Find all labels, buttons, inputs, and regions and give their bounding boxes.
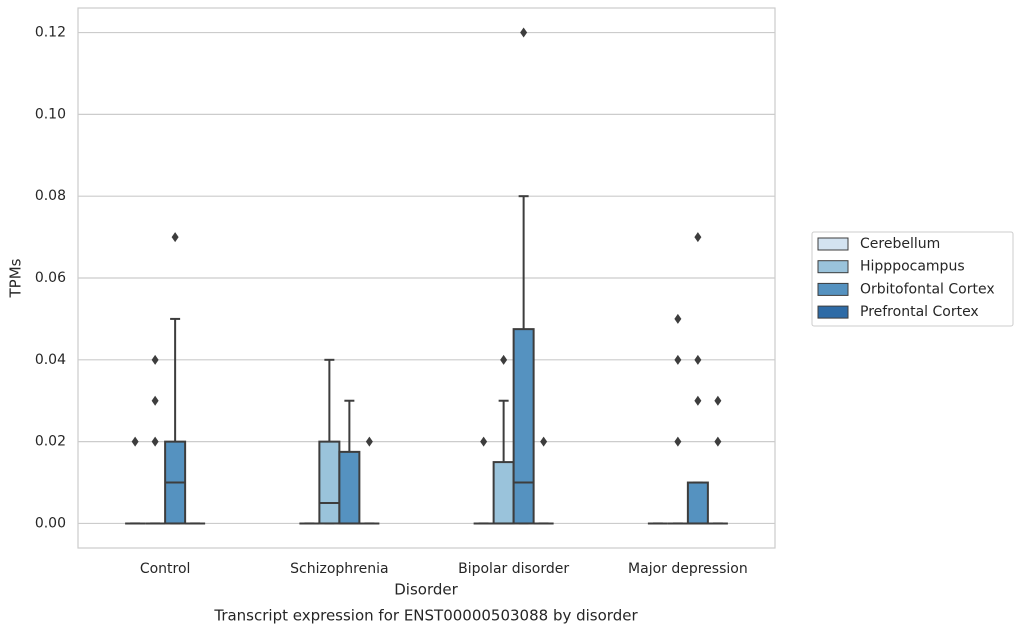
y-tick-label: 0.00 xyxy=(35,515,66,531)
legend xyxy=(811,231,1014,327)
outlier xyxy=(694,354,702,365)
outlier xyxy=(500,354,508,365)
legend-label: Prefrontal Cortex xyxy=(860,304,979,320)
outlier xyxy=(714,395,722,406)
outlier xyxy=(694,232,702,243)
outlier xyxy=(480,436,488,447)
legend-label: Orbitofontal Cortex xyxy=(860,281,995,297)
legend-swatch xyxy=(817,237,849,251)
x-tick-label: Schizophrenia xyxy=(290,561,388,577)
legend-swatch xyxy=(817,282,849,296)
box xyxy=(338,450,361,525)
outlier xyxy=(151,354,159,365)
outlier xyxy=(520,27,528,38)
x-tick-label: Bipolar disorder xyxy=(458,561,569,577)
outlier xyxy=(365,436,373,447)
outlier xyxy=(674,313,682,324)
legend-label: Cerebellum xyxy=(860,236,940,252)
legend-swatch xyxy=(817,305,849,319)
outlier xyxy=(151,395,159,406)
outlier xyxy=(714,436,722,447)
outlier xyxy=(674,436,682,447)
box xyxy=(492,461,515,525)
y-tick-label: 0.02 xyxy=(35,434,66,450)
outlier xyxy=(540,436,548,447)
box xyxy=(686,481,709,525)
legend-label: Hipppocampus xyxy=(860,259,965,275)
y-tick-label: 0.12 xyxy=(35,25,66,41)
x-tick-label: Control xyxy=(140,561,191,577)
outlier xyxy=(131,436,139,447)
y-axis-label: TPMs xyxy=(7,258,25,298)
y-tick-label: 0.10 xyxy=(35,106,66,122)
outlier xyxy=(674,354,682,365)
legend-swatch xyxy=(817,260,849,274)
box xyxy=(318,440,341,525)
box xyxy=(512,328,535,525)
y-tick-label: 0.04 xyxy=(35,352,66,368)
y-tick-label: 0.06 xyxy=(35,270,66,286)
x-axis-label: Disorder xyxy=(394,581,458,599)
outlier xyxy=(694,395,702,406)
outlier xyxy=(171,232,179,243)
y-tick-label: 0.08 xyxy=(35,188,66,204)
chart-title: Transcript expression for ENST0000050308… xyxy=(213,607,638,625)
outlier xyxy=(151,436,159,447)
x-tick-label: Major depression xyxy=(628,561,748,577)
